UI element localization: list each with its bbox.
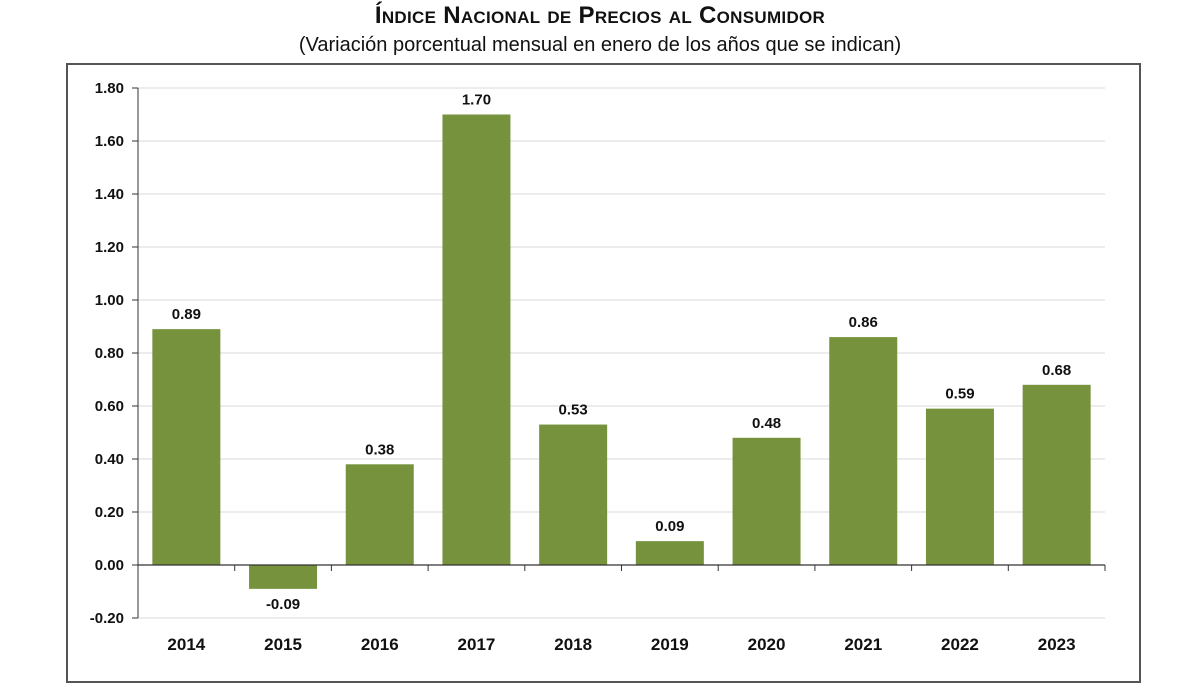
y-tick-label: 0.20	[95, 504, 124, 521]
x-category-label: 2017	[458, 635, 496, 654]
x-category-label: 2020	[748, 635, 786, 654]
bar	[345, 464, 414, 565]
bar	[152, 329, 221, 565]
data-label: 1.70	[462, 92, 491, 109]
bar	[1022, 384, 1091, 565]
data-label: -0.09	[266, 596, 300, 613]
data-label: 0.59	[945, 386, 974, 403]
y-tick-label: 0.00	[95, 557, 124, 574]
x-category-label: 2015	[264, 635, 302, 654]
bar	[635, 541, 704, 565]
chart-title: Índice Nacional de Precios al Consumidor	[374, 2, 826, 29]
x-category-label: 2023	[1038, 635, 1076, 654]
bar	[249, 565, 318, 589]
y-tick-label: 1.40	[95, 186, 124, 203]
bar	[732, 437, 801, 565]
x-category-label: 2014	[167, 635, 205, 654]
x-category-label: 2019	[651, 635, 689, 654]
y-tick-label: 1.00	[95, 292, 124, 309]
x-category-label: 2021	[844, 635, 882, 654]
bar	[925, 408, 994, 565]
y-tick-label: 0.40	[95, 451, 124, 468]
y-tick-label: 0.80	[95, 345, 124, 362]
bar	[442, 114, 511, 565]
y-tick-label: 1.80	[95, 80, 124, 97]
data-label: 0.86	[849, 314, 878, 331]
data-label: 0.53	[559, 402, 588, 419]
x-category-label: 2016	[361, 635, 399, 654]
y-tick-label: 1.60	[95, 133, 124, 150]
data-label: 0.09	[655, 518, 684, 535]
data-label: 0.68	[1042, 362, 1071, 379]
data-label: 0.38	[365, 441, 394, 458]
y-tick-label: 0.60	[95, 398, 124, 415]
x-category-label: 2018	[554, 635, 592, 654]
y-tick-label: -0.20	[90, 610, 124, 627]
chart-subtitle: (Variación porcentual mensual en enero d…	[298, 34, 902, 56]
bar	[829, 337, 898, 565]
data-label: 0.48	[752, 415, 781, 432]
x-category-label: 2022	[941, 635, 979, 654]
y-tick-label: 1.20	[95, 239, 124, 256]
bar	[539, 424, 608, 565]
data-label: 0.89	[172, 306, 201, 323]
